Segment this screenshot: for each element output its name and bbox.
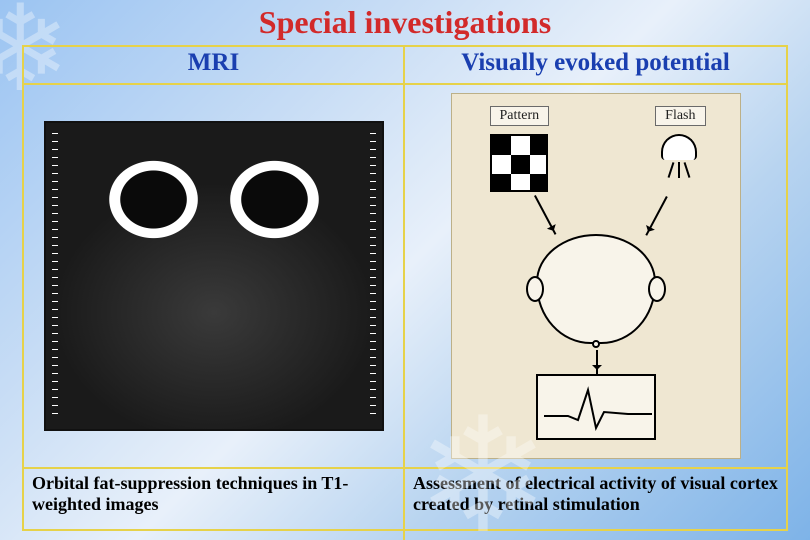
flash-label: Flash [655, 106, 705, 126]
occipital-electrode-icon [592, 340, 600, 348]
pattern-label: Pattern [490, 106, 550, 126]
vep-diagram: Pattern Flash [451, 93, 741, 459]
vep-image-area: Pattern Flash [405, 85, 786, 467]
waveform-trace-icon [538, 376, 658, 442]
column-left: MRI Orbital fat-suppression techniques i… [24, 47, 405, 540]
slide: Special investigations MRI Orbital fat-s… [0, 0, 810, 540]
two-column-grid: MRI Orbital fat-suppression techniques i… [22, 45, 788, 531]
column-right: Visually evoked potential Pattern Flash [405, 47, 786, 540]
arrow-head-to-monitor [596, 350, 598, 374]
arrow-pattern-to-head [534, 195, 556, 235]
arrow-flash-to-head [645, 196, 667, 236]
flash-lamp-icon [658, 134, 700, 192]
checkerboard-icon [490, 134, 548, 192]
column-left-caption: Orbital fat-suppression techniques in T1… [24, 467, 403, 540]
column-left-header: MRI [24, 47, 403, 85]
head-outline-icon [536, 234, 656, 344]
column-right-header: Visually evoked potential [405, 47, 786, 85]
waveform-monitor-icon [536, 374, 656, 440]
slide-title: Special investigations [22, 4, 788, 41]
column-right-caption: Assessment of electrical activity of vis… [405, 467, 786, 540]
mri-image-area [24, 85, 403, 467]
mri-scan-image [44, 121, 384, 431]
